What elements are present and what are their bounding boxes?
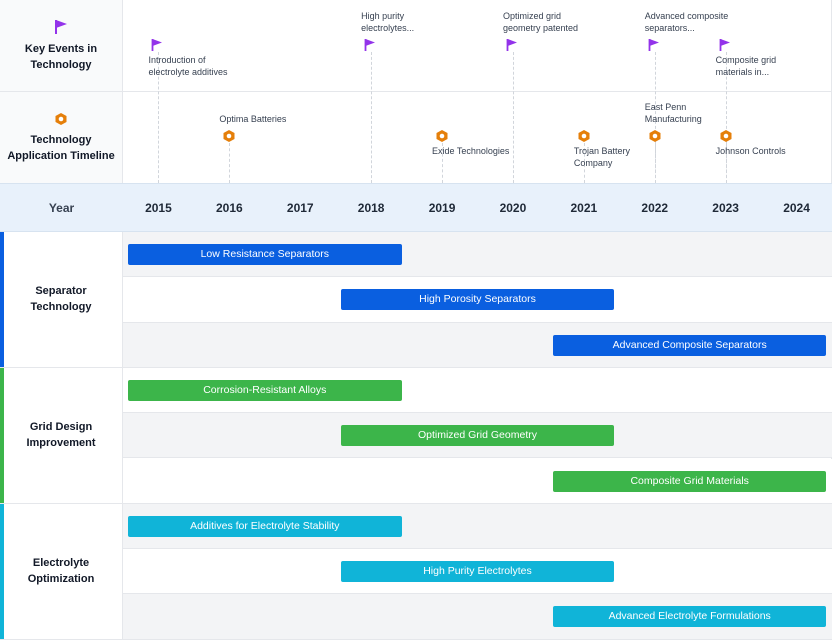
- event-label: Composite gridmaterials in...: [716, 54, 777, 78]
- hexagon-icon: [222, 129, 236, 143]
- year-tick-2017: 2017: [275, 184, 325, 232]
- year-tick-2018: 2018: [346, 184, 396, 232]
- flag-icon: [151, 38, 163, 52]
- category-accent-bar: [0, 232, 4, 367]
- category-label: Grid Design Improvement: [0, 368, 123, 504]
- category-label: Electrolyte Optimization: [0, 504, 123, 640]
- year-tick-2015: 2015: [133, 184, 183, 232]
- year-tick-2020: 2020: [488, 184, 538, 232]
- event-marker[interactable]: [506, 38, 518, 57]
- event-label-line: Composite grid: [716, 54, 777, 66]
- flag-icon: [364, 38, 376, 52]
- category-name: Separator Technology: [6, 283, 116, 315]
- application-label-line: Johnson Controls: [716, 145, 786, 157]
- event-label-line: electrolytes...: [361, 22, 414, 34]
- category-name: Electrolyte Optimization: [6, 555, 116, 587]
- timeline-bar[interactable]: Advanced Composite Separators: [553, 335, 826, 356]
- year-tick-2021: 2021: [559, 184, 609, 232]
- application-label-line: Manufacturing: [645, 113, 702, 125]
- application-label: Exide Technologies: [432, 145, 509, 157]
- event-label-line: Advanced composite: [645, 10, 729, 22]
- hexagon-icon: [577, 129, 591, 143]
- timeline-bar[interactable]: Advanced Electrolyte Formulations: [553, 606, 826, 627]
- flag-icon: [719, 38, 731, 52]
- event-label-line: materials in...: [716, 66, 777, 78]
- flag-icon: [54, 19, 68, 35]
- year-tick-2024: 2024: [772, 184, 822, 232]
- application-label: East PennManufacturing: [645, 101, 702, 125]
- timeline-bar[interactable]: High Porosity Separators: [341, 289, 615, 310]
- application-label: Optima Batteries: [219, 113, 286, 125]
- flag-icon: [506, 38, 518, 52]
- applications-title: Technology Application Timeline: [2, 132, 120, 164]
- event-label: Introduction ofelectrolyte additives: [148, 54, 227, 78]
- event-marker[interactable]: [648, 38, 660, 57]
- timeline-bar[interactable]: Corrosion-Resistant Alloys: [128, 380, 402, 401]
- timeline-bar[interactable]: Optimized Grid Geometry: [341, 425, 615, 446]
- event-label-line: Optimized grid: [503, 10, 578, 22]
- application-label-line: Exide Technologies: [432, 145, 509, 157]
- application-label-line: East Penn: [645, 101, 702, 113]
- applications-header: Technology Application Timeline: [0, 92, 123, 183]
- application-guide-line: [229, 143, 230, 183]
- category-accent-bar: [0, 504, 4, 639]
- hexagon-icon: [435, 129, 449, 143]
- application-label-line: Company: [574, 157, 630, 169]
- application-label-line: Optima Batteries: [219, 113, 286, 125]
- year-tick-2019: 2019: [417, 184, 467, 232]
- event-label-line: separators...: [645, 22, 729, 34]
- flag-icon: [648, 38, 660, 52]
- year-tick-2016: 2016: [204, 184, 254, 232]
- timeline-bar[interactable]: Low Resistance Separators: [128, 244, 402, 265]
- event-guide-line: [513, 52, 514, 183]
- event-marker[interactable]: [364, 38, 376, 57]
- category-name: Grid Design Improvement: [6, 419, 116, 451]
- category-accent-bar: [0, 368, 4, 503]
- hexagon-icon: [648, 129, 662, 143]
- timeline-bar[interactable]: Additives for Electrolyte Stability: [128, 516, 402, 537]
- year-axis-title: Year: [0, 184, 123, 232]
- year-tick-2023: 2023: [701, 184, 751, 232]
- event-label: High purityelectrolytes...: [361, 10, 414, 34]
- event-label-line: electrolyte additives: [148, 66, 227, 78]
- year-tick-2022: 2022: [630, 184, 680, 232]
- application-label: Johnson Controls: [716, 145, 786, 157]
- hexagon-icon: [719, 129, 733, 143]
- application-label: Trojan BatteryCompany: [574, 145, 630, 169]
- event-label-line: Introduction of: [148, 54, 227, 66]
- year-axis: Year 2015 2016 2017 2018 2019 2020 2021 2022 202…: [0, 183, 832, 232]
- application-marker[interactable]: [648, 129, 662, 148]
- event-label-line: High purity: [361, 10, 414, 22]
- application-label-line: Trojan Battery: [574, 145, 630, 157]
- event-label-line: geometry patented: [503, 22, 578, 34]
- timeline-bar[interactable]: Composite Grid Materials: [553, 471, 826, 492]
- event-label: Optimized gridgeometry patented: [503, 10, 578, 34]
- key-events-header: Key Events in Technology: [0, 0, 123, 92]
- event-guide-line: [371, 52, 372, 183]
- category-label: Separator Technology: [0, 232, 123, 368]
- key-events-title: Key Events in Technology: [6, 41, 116, 73]
- application-guide-line: [655, 143, 656, 183]
- event-label: Advanced compositeseparators...: [645, 10, 729, 34]
- hexagon-icon: [54, 112, 68, 126]
- application-marker[interactable]: [222, 129, 236, 148]
- timeline-bar[interactable]: High Purity Electrolytes: [341, 561, 615, 582]
